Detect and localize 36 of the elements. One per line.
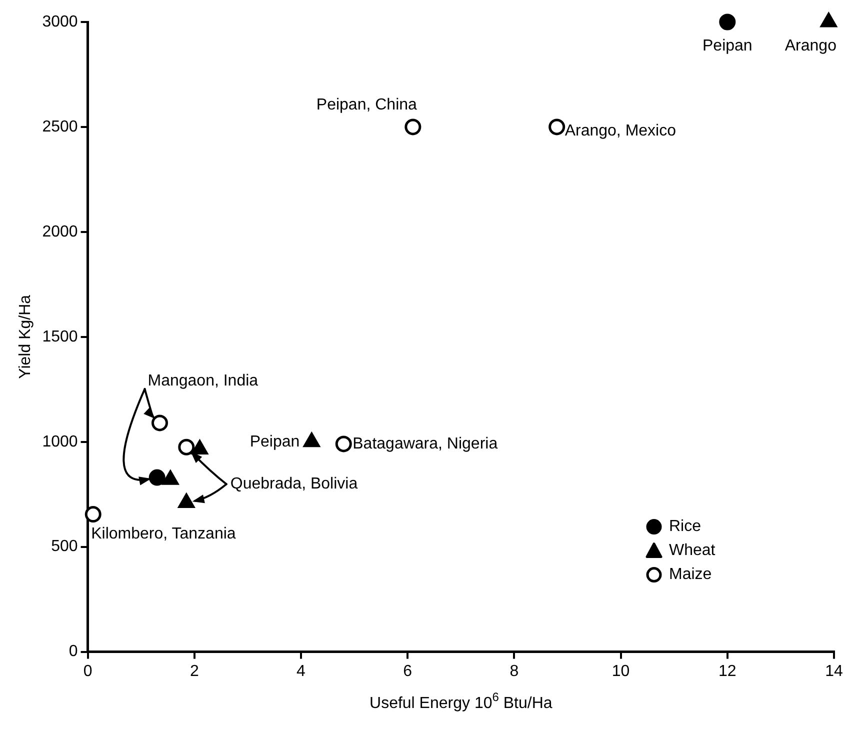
y-tick-label: 3000 (42, 13, 78, 30)
y-tick-label: 2000 (42, 223, 78, 240)
annotation: Quebrada, Bolivia (230, 476, 358, 493)
point (178, 438, 195, 456)
y-tick-label: 1000 (42, 433, 78, 450)
x-tick-label: 4 (296, 662, 306, 680)
point (548, 118, 566, 136)
annotation: Batagawara, Nigeria (352, 435, 498, 452)
legend-label: Wheat (669, 542, 716, 560)
x-tick-label: 8 (510, 662, 519, 680)
annotation: Arango (784, 37, 837, 54)
y-tick-label: 2500 (42, 118, 78, 136)
y-tick-label: 500 (51, 538, 78, 556)
annotation: Peipan (250, 433, 300, 450)
y-tick-label: 0 (68, 643, 78, 660)
annotation: Peipan, China (316, 96, 418, 114)
legend-label: Rice (669, 518, 702, 536)
x-tick-label: 12 (718, 662, 736, 680)
annotation: Peipan (702, 37, 752, 54)
point (335, 436, 352, 452)
point (719, 14, 736, 30)
annotation: Arango, Mexico (564, 122, 676, 140)
point (152, 414, 168, 432)
x-tick-label: 2 (190, 662, 199, 680)
annotation: Kilombero, Tanzania (91, 526, 236, 543)
y-tick-label: 1500 (42, 328, 78, 346)
point (84, 506, 102, 523)
x-tick-label: 14 (825, 662, 843, 680)
point (148, 469, 166, 486)
y-axis-title: Yield Kg/Ha (17, 294, 34, 379)
point (404, 118, 422, 136)
x-tick-label: 6 (403, 662, 412, 680)
legend-label: Maize (669, 566, 712, 584)
x-tick-label: 0 (83, 662, 92, 680)
annotation: Mangaon, India (148, 372, 258, 390)
x-tick-label: 10 (612, 662, 630, 680)
